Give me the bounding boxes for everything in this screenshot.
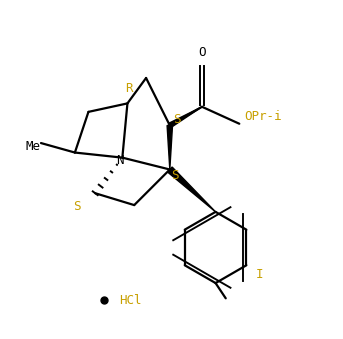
Polygon shape <box>167 167 215 212</box>
Text: OPr-i: OPr-i <box>244 111 282 123</box>
Text: S: S <box>73 200 80 213</box>
Text: Me: Me <box>26 140 41 153</box>
Text: S: S <box>173 113 180 126</box>
Text: O: O <box>198 46 206 59</box>
Text: N: N <box>116 154 124 167</box>
Polygon shape <box>167 125 173 170</box>
Polygon shape <box>169 107 202 127</box>
Text: I: I <box>256 268 263 281</box>
Text: HCl: HCl <box>119 294 141 306</box>
Text: S: S <box>171 169 179 182</box>
Text: R: R <box>126 82 133 95</box>
